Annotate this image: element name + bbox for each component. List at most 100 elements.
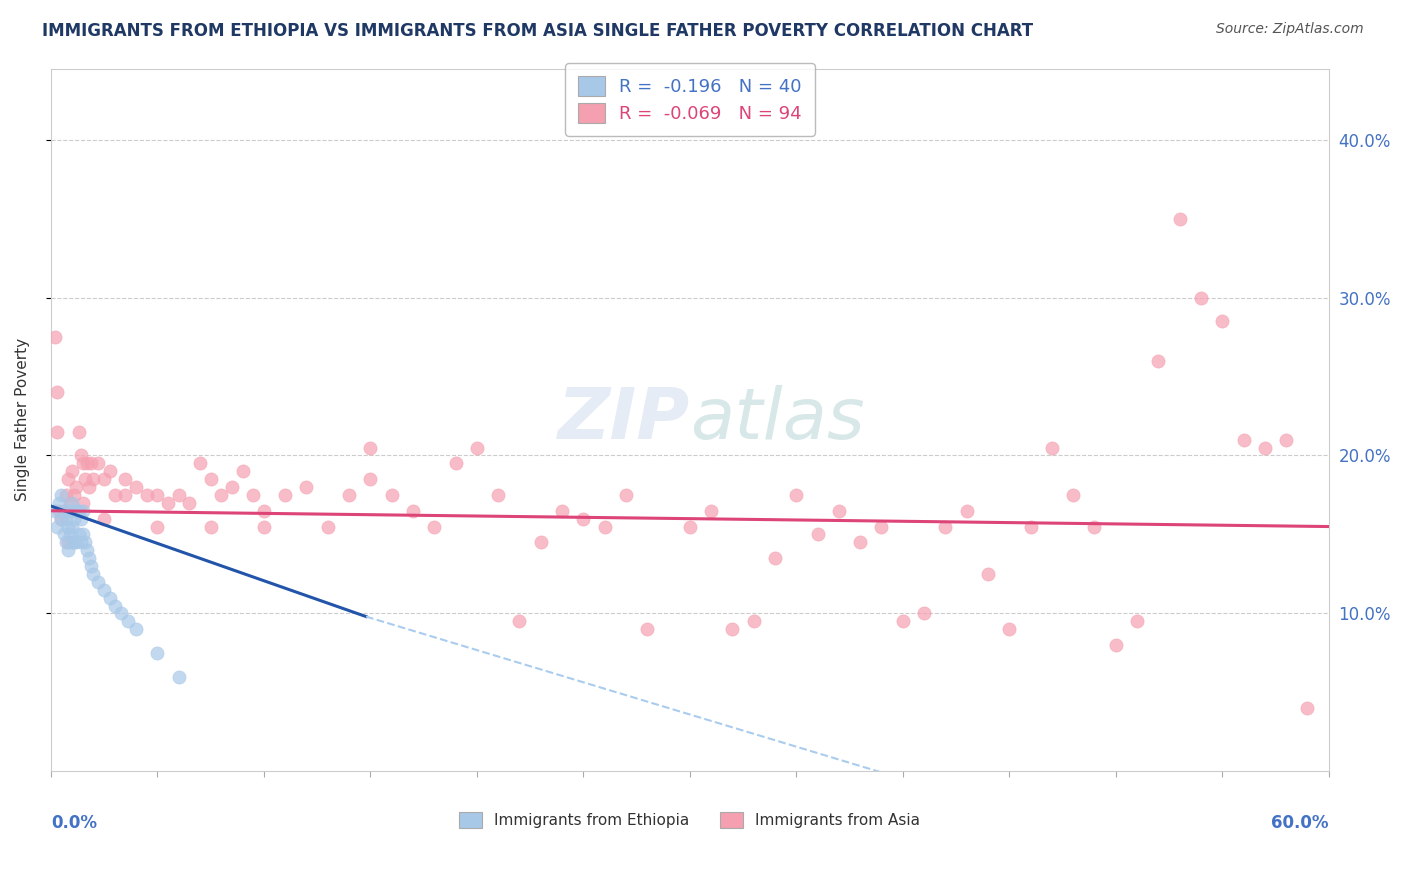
Point xyxy=(125,622,148,636)
Point xyxy=(402,504,425,518)
Point xyxy=(977,566,1000,581)
Point xyxy=(209,488,232,502)
Point xyxy=(56,519,79,533)
Point xyxy=(167,670,190,684)
Point xyxy=(67,527,90,541)
Point xyxy=(72,527,94,541)
Point xyxy=(63,488,86,502)
Point xyxy=(763,551,786,566)
Point xyxy=(104,599,127,613)
Point xyxy=(56,543,79,558)
Point xyxy=(593,519,616,533)
Point xyxy=(82,472,104,486)
Point xyxy=(912,607,935,621)
Point xyxy=(125,480,148,494)
Point xyxy=(46,519,69,533)
Point xyxy=(52,504,75,518)
Point xyxy=(934,519,956,533)
Y-axis label: Single Father Poverty: Single Father Poverty xyxy=(15,338,30,501)
Point xyxy=(76,456,98,470)
Point xyxy=(55,535,77,549)
Point xyxy=(742,615,765,629)
Point xyxy=(359,472,381,486)
Point xyxy=(56,472,79,486)
Point xyxy=(721,622,744,636)
Point xyxy=(93,472,115,486)
Point xyxy=(1105,638,1128,652)
Point xyxy=(242,488,264,502)
Point xyxy=(55,511,77,525)
Point xyxy=(614,488,637,502)
Point xyxy=(636,622,658,636)
Point xyxy=(51,511,73,525)
Point xyxy=(1083,519,1105,533)
Point xyxy=(80,559,103,574)
Point xyxy=(785,488,807,502)
Point xyxy=(63,511,86,525)
Point xyxy=(60,519,83,533)
Point xyxy=(870,519,893,533)
Point xyxy=(444,456,467,470)
Point xyxy=(100,591,122,605)
Point xyxy=(1232,433,1254,447)
Point xyxy=(1062,488,1084,502)
Point xyxy=(146,488,169,502)
Point xyxy=(1168,211,1191,226)
Point xyxy=(72,504,94,518)
Point xyxy=(60,464,83,478)
Point xyxy=(1147,353,1170,368)
Point xyxy=(73,535,96,549)
Point xyxy=(55,488,77,502)
Point xyxy=(998,622,1021,636)
Point xyxy=(508,615,530,629)
Point xyxy=(1296,701,1319,715)
Text: IMMIGRANTS FROM ETHIOPIA VS IMMIGRANTS FROM ASIA SINGLE FATHER POVERTY CORRELATI: IMMIGRANTS FROM ETHIOPIA VS IMMIGRANTS F… xyxy=(42,22,1033,40)
Point xyxy=(69,535,91,549)
Point xyxy=(56,535,79,549)
Point xyxy=(1040,441,1063,455)
Text: Source: ZipAtlas.com: Source: ZipAtlas.com xyxy=(1216,22,1364,37)
Text: 0.0%: 0.0% xyxy=(51,814,97,831)
Point xyxy=(1254,441,1277,455)
Point xyxy=(72,496,94,510)
Point xyxy=(59,504,82,518)
Point xyxy=(200,472,222,486)
Point xyxy=(179,496,201,510)
Text: atlas: atlas xyxy=(690,385,865,454)
Point xyxy=(51,511,73,525)
Point xyxy=(73,472,96,486)
Point xyxy=(65,535,87,549)
Point xyxy=(1126,615,1149,629)
Point xyxy=(46,425,69,439)
Point xyxy=(63,535,86,549)
Point xyxy=(188,456,211,470)
Point xyxy=(551,504,574,518)
Point xyxy=(44,330,66,344)
Point xyxy=(48,496,70,510)
Point xyxy=(60,535,83,549)
Point xyxy=(80,456,103,470)
Point xyxy=(59,496,82,510)
Point xyxy=(86,574,108,589)
Point xyxy=(316,519,339,533)
Point xyxy=(1211,314,1233,328)
Point xyxy=(69,449,91,463)
Point xyxy=(76,543,98,558)
Point xyxy=(77,551,100,566)
Point xyxy=(117,615,139,629)
Point xyxy=(1019,519,1042,533)
Point xyxy=(167,488,190,502)
Point xyxy=(253,519,276,533)
Point xyxy=(253,504,276,518)
Point xyxy=(700,504,723,518)
Point xyxy=(69,511,91,525)
Point xyxy=(156,496,179,510)
Point xyxy=(65,504,87,518)
Point xyxy=(46,385,69,400)
Point xyxy=(486,488,509,502)
Point xyxy=(146,519,169,533)
Point xyxy=(51,488,73,502)
Point xyxy=(52,504,75,518)
Point xyxy=(530,535,553,549)
Point xyxy=(93,511,115,525)
